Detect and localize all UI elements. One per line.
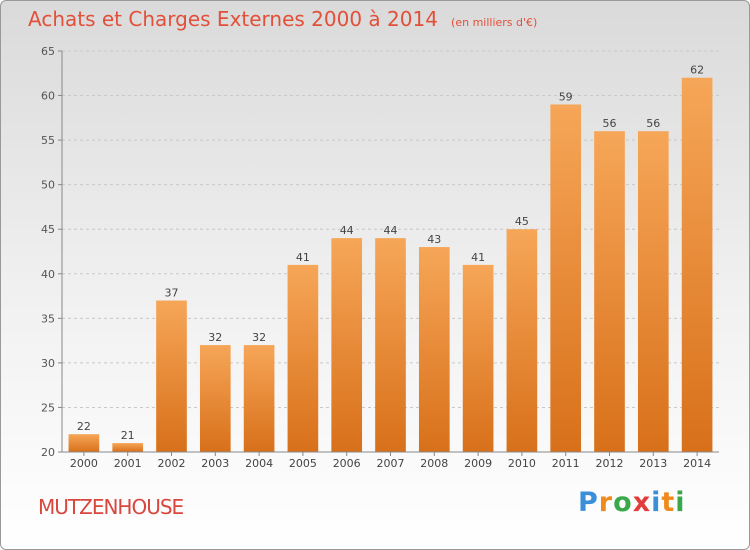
x-tick-label: 2003 <box>201 457 229 470</box>
logo-letter: r <box>598 487 614 518</box>
city-name: MUTZENHOUSE <box>38 495 184 519</box>
bar-value-label: 32 <box>252 331 266 344</box>
bar <box>418 247 450 452</box>
bar <box>550 104 582 452</box>
chart-title: Achats et Charges Externes 2000 à 2014 (… <box>28 7 537 31</box>
y-tick-label: 55 <box>41 134 55 147</box>
bar <box>506 229 538 452</box>
bar-value-label: 32 <box>208 331 222 344</box>
y-tick-label: 60 <box>41 90 55 103</box>
x-tick-label: 2001 <box>114 457 142 470</box>
bar-value-label: 59 <box>559 90 573 103</box>
bar <box>243 345 275 452</box>
bar <box>681 77 713 452</box>
bar-value-label: 37 <box>165 287 179 300</box>
bar-value-label: 43 <box>427 233 441 246</box>
bar-value-label: 44 <box>384 224 398 237</box>
y-tick-label: 25 <box>41 401 55 414</box>
bar <box>287 264 319 452</box>
bars-layer: 22 21 37 32 32 41 44 44 43 41 45 59 56 56 62 <box>68 64 713 452</box>
y-tick-label: 40 <box>41 268 55 281</box>
logo-letter: P <box>578 487 599 518</box>
bar <box>462 264 494 452</box>
bar-value-label: 62 <box>690 64 704 77</box>
bar <box>156 300 187 452</box>
proxiti-logo: Proxiti <box>578 487 686 518</box>
bar-value-label: 21 <box>121 429 135 442</box>
bar <box>594 131 625 452</box>
logo-letter: o <box>613 487 633 518</box>
bar-value-label: 56 <box>603 117 617 130</box>
chart-unit-text: (en milliers d'€) <box>451 16 538 29</box>
y-tick-label: 65 <box>41 45 55 58</box>
x-tick-label: 2002 <box>158 457 186 470</box>
x-tick-label: 2004 <box>245 457 273 470</box>
x-tick-label: 2010 <box>508 457 536 470</box>
bar <box>637 131 669 452</box>
bar-value-label: 41 <box>471 251 485 264</box>
x-tick-label: 2012 <box>596 457 624 470</box>
x-tick-label: 2007 <box>377 457 405 470</box>
bar <box>331 238 363 452</box>
bar-value-label: 56 <box>646 117 660 130</box>
logo-letter: i <box>675 487 686 518</box>
chart-title-text: Achats et Charges Externes 2000 à 2014 <box>28 7 438 31</box>
y-tick-label: 35 <box>41 312 55 325</box>
x-tick-label: 2013 <box>639 457 667 470</box>
bar <box>68 434 100 452</box>
logo-letter: i <box>651 487 662 518</box>
bar <box>112 443 144 452</box>
bar-value-label: 44 <box>340 224 354 237</box>
x-tick-label: 2005 <box>289 457 317 470</box>
axis-layer: 20 25 30 35 40 45 50 55 60 65 2000 2001 2002 2003 2004… <box>41 45 719 470</box>
x-tick-label: 2006 <box>333 457 361 470</box>
bar-value-label: 41 <box>296 251 310 264</box>
x-tick-label: 2008 <box>420 457 448 470</box>
y-tick-label: 30 <box>41 357 55 370</box>
y-tick-label: 45 <box>41 223 55 236</box>
y-tick-label: 20 <box>41 446 55 459</box>
logo-letter: x <box>632 487 652 518</box>
bar <box>375 238 406 452</box>
bar-value-label: 22 <box>77 420 91 433</box>
bar-value-label: 45 <box>515 215 529 228</box>
logo-letter: t <box>661 487 676 518</box>
x-tick-label: 2009 <box>464 457 492 470</box>
x-tick-label: 2014 <box>683 457 711 470</box>
x-tick-label: 2011 <box>552 457 580 470</box>
y-tick-label: 50 <box>41 179 55 192</box>
bar <box>199 345 231 452</box>
x-tick-label: 2000 <box>70 457 98 470</box>
